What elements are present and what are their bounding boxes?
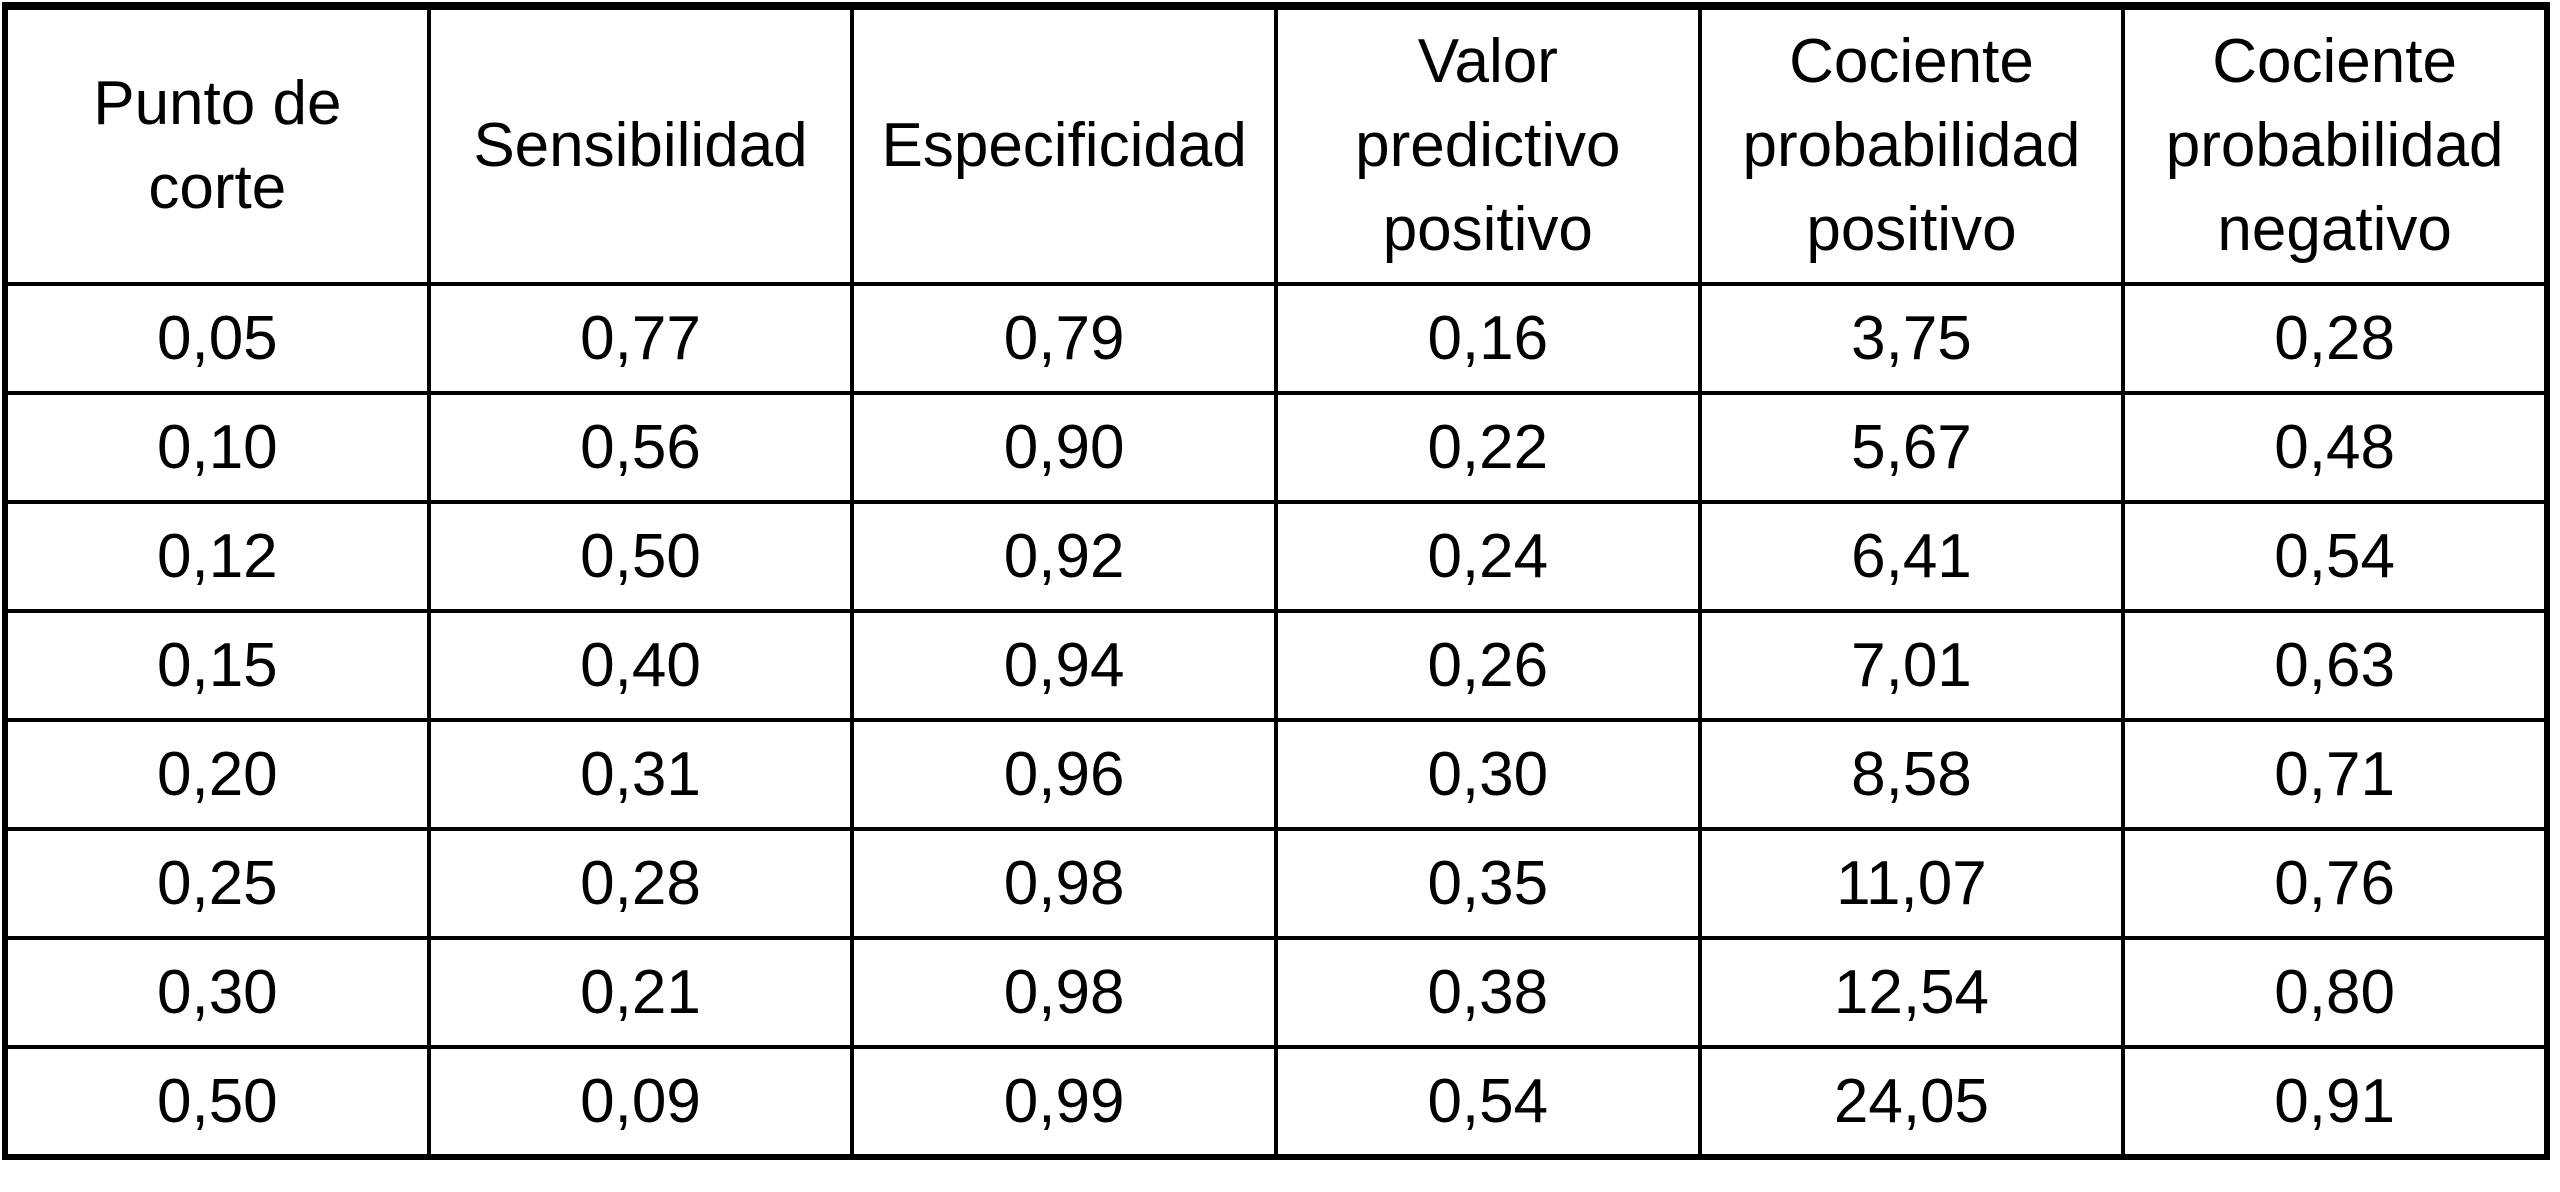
cell-cp-negativo: 0,48 <box>2121 391 2549 504</box>
table-row: 0,12 0,50 0,92 0,24 6,41 0,54 <box>3 500 2549 613</box>
cell-punto-de-corte: 0,20 <box>3 718 431 831</box>
cell-punto-de-corte: 0,12 <box>3 500 431 613</box>
table-row: 0,25 0,28 0,98 0,35 11,07 0,76 <box>3 827 2549 940</box>
cell-especificidad: 0,96 <box>850 718 1278 831</box>
cell-cp-negativo: 0,54 <box>2121 500 2549 613</box>
table-row: 0,50 0,09 0,99 0,54 24,05 0,91 <box>3 1045 2549 1159</box>
cell-cp-positivo: 6,41 <box>1697 500 2126 613</box>
diagnostic-performance-table: Punto de corte Sensibilidad Especificida… <box>2 2 2550 1160</box>
cell-especificidad: 0,92 <box>850 500 1278 613</box>
cell-punto-de-corte: 0,10 <box>3 391 431 504</box>
cell-cp-negativo: 0,76 <box>2121 827 2549 940</box>
header-cell-cociente-probabilidad-positivo: Cociente probabilidad positivo <box>1697 4 2126 286</box>
cell-cp-positivo: 7,01 <box>1697 609 2126 722</box>
table-header: Punto de corte Sensibilidad Especificida… <box>3 4 2549 286</box>
header-row: Punto de corte Sensibilidad Especificida… <box>3 4 2549 286</box>
cell-cp-positivo: 5,67 <box>1697 391 2126 504</box>
cell-sensibilidad: 0,09 <box>426 1045 855 1159</box>
cell-especificidad: 0,99 <box>850 1045 1278 1159</box>
table-body: 0,05 0,77 0,79 0,16 3,75 0,28 0,10 0,56 … <box>3 282 2549 1159</box>
header-cell-sensibilidad: Sensibilidad <box>426 4 855 286</box>
cell-cp-positivo: 8,58 <box>1697 718 2126 831</box>
cell-cp-negativo: 0,91 <box>2121 1045 2549 1159</box>
cell-vpp: 0,26 <box>1273 609 1702 722</box>
cell-sensibilidad: 0,50 <box>426 500 855 613</box>
cell-sensibilidad: 0,28 <box>426 827 855 940</box>
cell-punto-de-corte: 0,05 <box>3 282 431 395</box>
cell-cp-positivo: 3,75 <box>1697 282 2126 395</box>
table-row: 0,05 0,77 0,79 0,16 3,75 0,28 <box>3 282 2549 395</box>
cell-punto-de-corte: 0,50 <box>3 1045 431 1159</box>
cell-especificidad: 0,98 <box>850 936 1278 1049</box>
cell-sensibilidad: 0,31 <box>426 718 855 831</box>
cell-cp-negativo: 0,63 <box>2121 609 2549 722</box>
cell-sensibilidad: 0,21 <box>426 936 855 1049</box>
cell-cp-negativo: 0,71 <box>2121 718 2549 831</box>
cell-vpp: 0,35 <box>1273 827 1702 940</box>
cell-vpp: 0,54 <box>1273 1045 1702 1159</box>
cell-vpp: 0,24 <box>1273 500 1702 613</box>
cell-cp-negativo: 0,80 <box>2121 936 2549 1049</box>
cell-vpp: 0,16 <box>1273 282 1702 395</box>
table-row: 0,10 0,56 0,90 0,22 5,67 0,48 <box>3 391 2549 504</box>
cell-sensibilidad: 0,40 <box>426 609 855 722</box>
header-cell-especificidad: Especificidad <box>850 4 1278 286</box>
cell-vpp: 0,22 <box>1273 391 1702 504</box>
cell-punto-de-corte: 0,30 <box>3 936 431 1049</box>
cell-especificidad: 0,90 <box>850 391 1278 504</box>
cell-punto-de-corte: 0,25 <box>3 827 431 940</box>
cell-especificidad: 0,79 <box>850 282 1278 395</box>
cell-sensibilidad: 0,56 <box>426 391 855 504</box>
header-cell-punto-de-corte: Punto de corte <box>3 4 431 286</box>
cell-cp-positivo: 24,05 <box>1697 1045 2126 1159</box>
cell-sensibilidad: 0,77 <box>426 282 855 395</box>
table-row: 0,15 0,40 0,94 0,26 7,01 0,63 <box>3 609 2549 722</box>
table-row: 0,30 0,21 0,98 0,38 12,54 0,80 <box>3 936 2549 1049</box>
table-row: 0,20 0,31 0,96 0,30 8,58 0,71 <box>3 718 2549 831</box>
cell-vpp: 0,38 <box>1273 936 1702 1049</box>
cell-punto-de-corte: 0,15 <box>3 609 431 722</box>
cell-cp-negativo: 0,28 <box>2121 282 2549 395</box>
cell-especificidad: 0,98 <box>850 827 1278 940</box>
cell-cp-positivo: 12,54 <box>1697 936 2126 1049</box>
header-cell-cociente-probabilidad-negativo: Cociente probabilidad negativo <box>2121 4 2549 286</box>
header-cell-valor-predictivo-positivo: Valor predictivo positivo <box>1273 4 1702 286</box>
cell-vpp: 0,30 <box>1273 718 1702 831</box>
cell-especificidad: 0,94 <box>850 609 1278 722</box>
cell-cp-positivo: 11,07 <box>1697 827 2126 940</box>
